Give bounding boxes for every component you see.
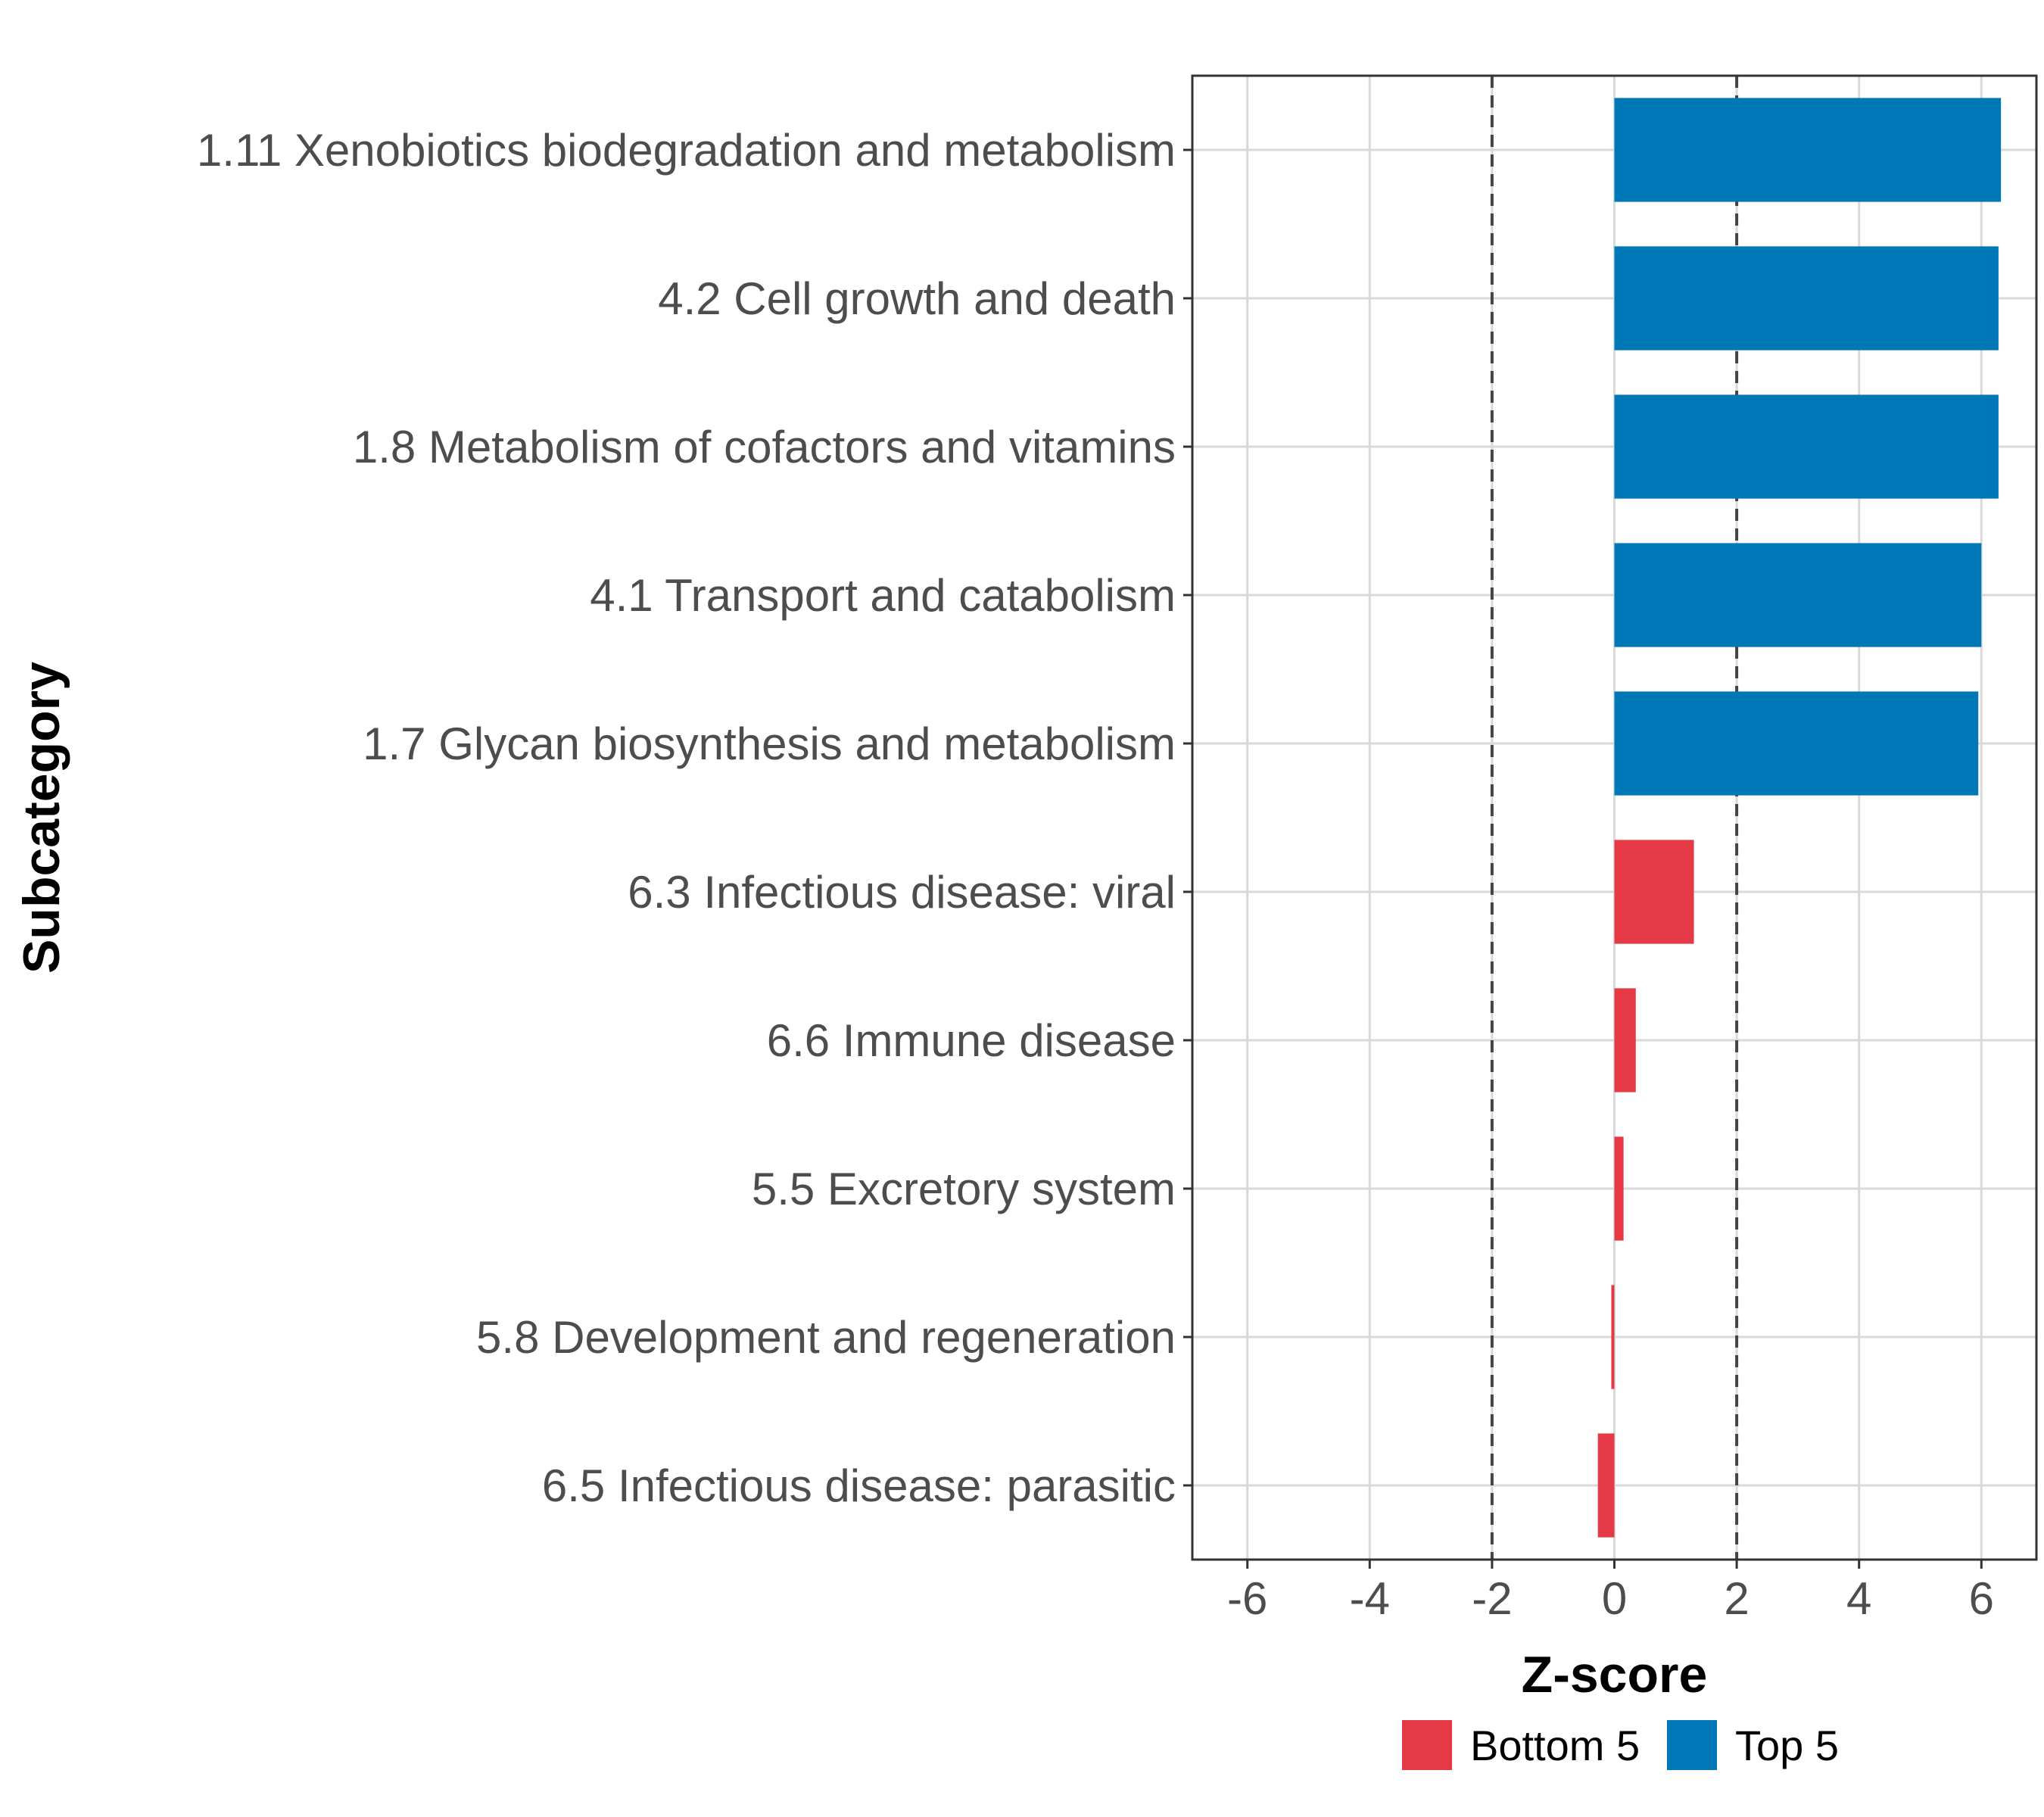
legend: Bottom 5 Top 5 bbox=[1402, 1720, 1839, 1770]
bar bbox=[1614, 394, 1999, 499]
x-tick-label: 2 bbox=[1724, 1573, 1749, 1624]
x-tick-label: 0 bbox=[1602, 1573, 1627, 1624]
x-tick-label: -4 bbox=[1350, 1573, 1390, 1624]
bar bbox=[1614, 1136, 1624, 1241]
bar bbox=[1614, 691, 1979, 796]
y-tick-label: 1.7 Glycan biosynthesis and metabolism bbox=[363, 718, 1176, 769]
y-tick-label: 4.1 Transport and catabolism bbox=[590, 570, 1176, 621]
y-tick-label: 6.5 Infectious disease: parasitic bbox=[542, 1460, 1176, 1511]
bar bbox=[1614, 246, 1999, 351]
x-tick-label: -2 bbox=[1472, 1573, 1512, 1624]
x-tick-label: 6 bbox=[1969, 1573, 1994, 1624]
bar bbox=[1614, 543, 1982, 647]
y-axis: 1.11 Xenobiotics biodegradation and meta… bbox=[197, 125, 1192, 1511]
legend-label-bottom-5: Bottom 5 bbox=[1470, 1722, 1640, 1769]
bars bbox=[1597, 98, 2002, 1538]
y-tick-label: 6.6 Immune disease bbox=[767, 1015, 1176, 1066]
bar bbox=[1614, 98, 2002, 202]
y-tick-label: 5.5 Excretory system bbox=[752, 1164, 1176, 1214]
x-tick-label: 4 bbox=[1846, 1573, 1871, 1624]
y-tick-label: 6.3 Infectious disease: viral bbox=[628, 867, 1176, 918]
y-tick-label: 5.8 Development and regeneration bbox=[476, 1312, 1176, 1363]
x-tick-label: -6 bbox=[1227, 1573, 1267, 1624]
x-axis: -6 -4 -2 0 2 4 6 bbox=[1227, 1560, 1994, 1624]
y-tick-label: 1.11 Xenobiotics biodegradation and meta… bbox=[197, 125, 1176, 176]
y-axis-title: Subcategory bbox=[13, 662, 70, 974]
legend-swatch-bottom-5 bbox=[1402, 1720, 1452, 1770]
x-axis-title: Z-score bbox=[1522, 1646, 1708, 1703]
y-tick-label: 4.2 Cell growth and death bbox=[658, 273, 1176, 324]
bar bbox=[1597, 1433, 1615, 1538]
bar bbox=[1611, 1285, 1615, 1389]
legend-swatch-top-5 bbox=[1667, 1720, 1717, 1770]
y-tick-label: 1.8 Metabolism of cofactors and vitamins bbox=[353, 422, 1176, 472]
legend-label-top-5: Top 5 bbox=[1735, 1722, 1839, 1769]
bar bbox=[1614, 988, 1636, 1092]
bar bbox=[1614, 840, 1694, 944]
